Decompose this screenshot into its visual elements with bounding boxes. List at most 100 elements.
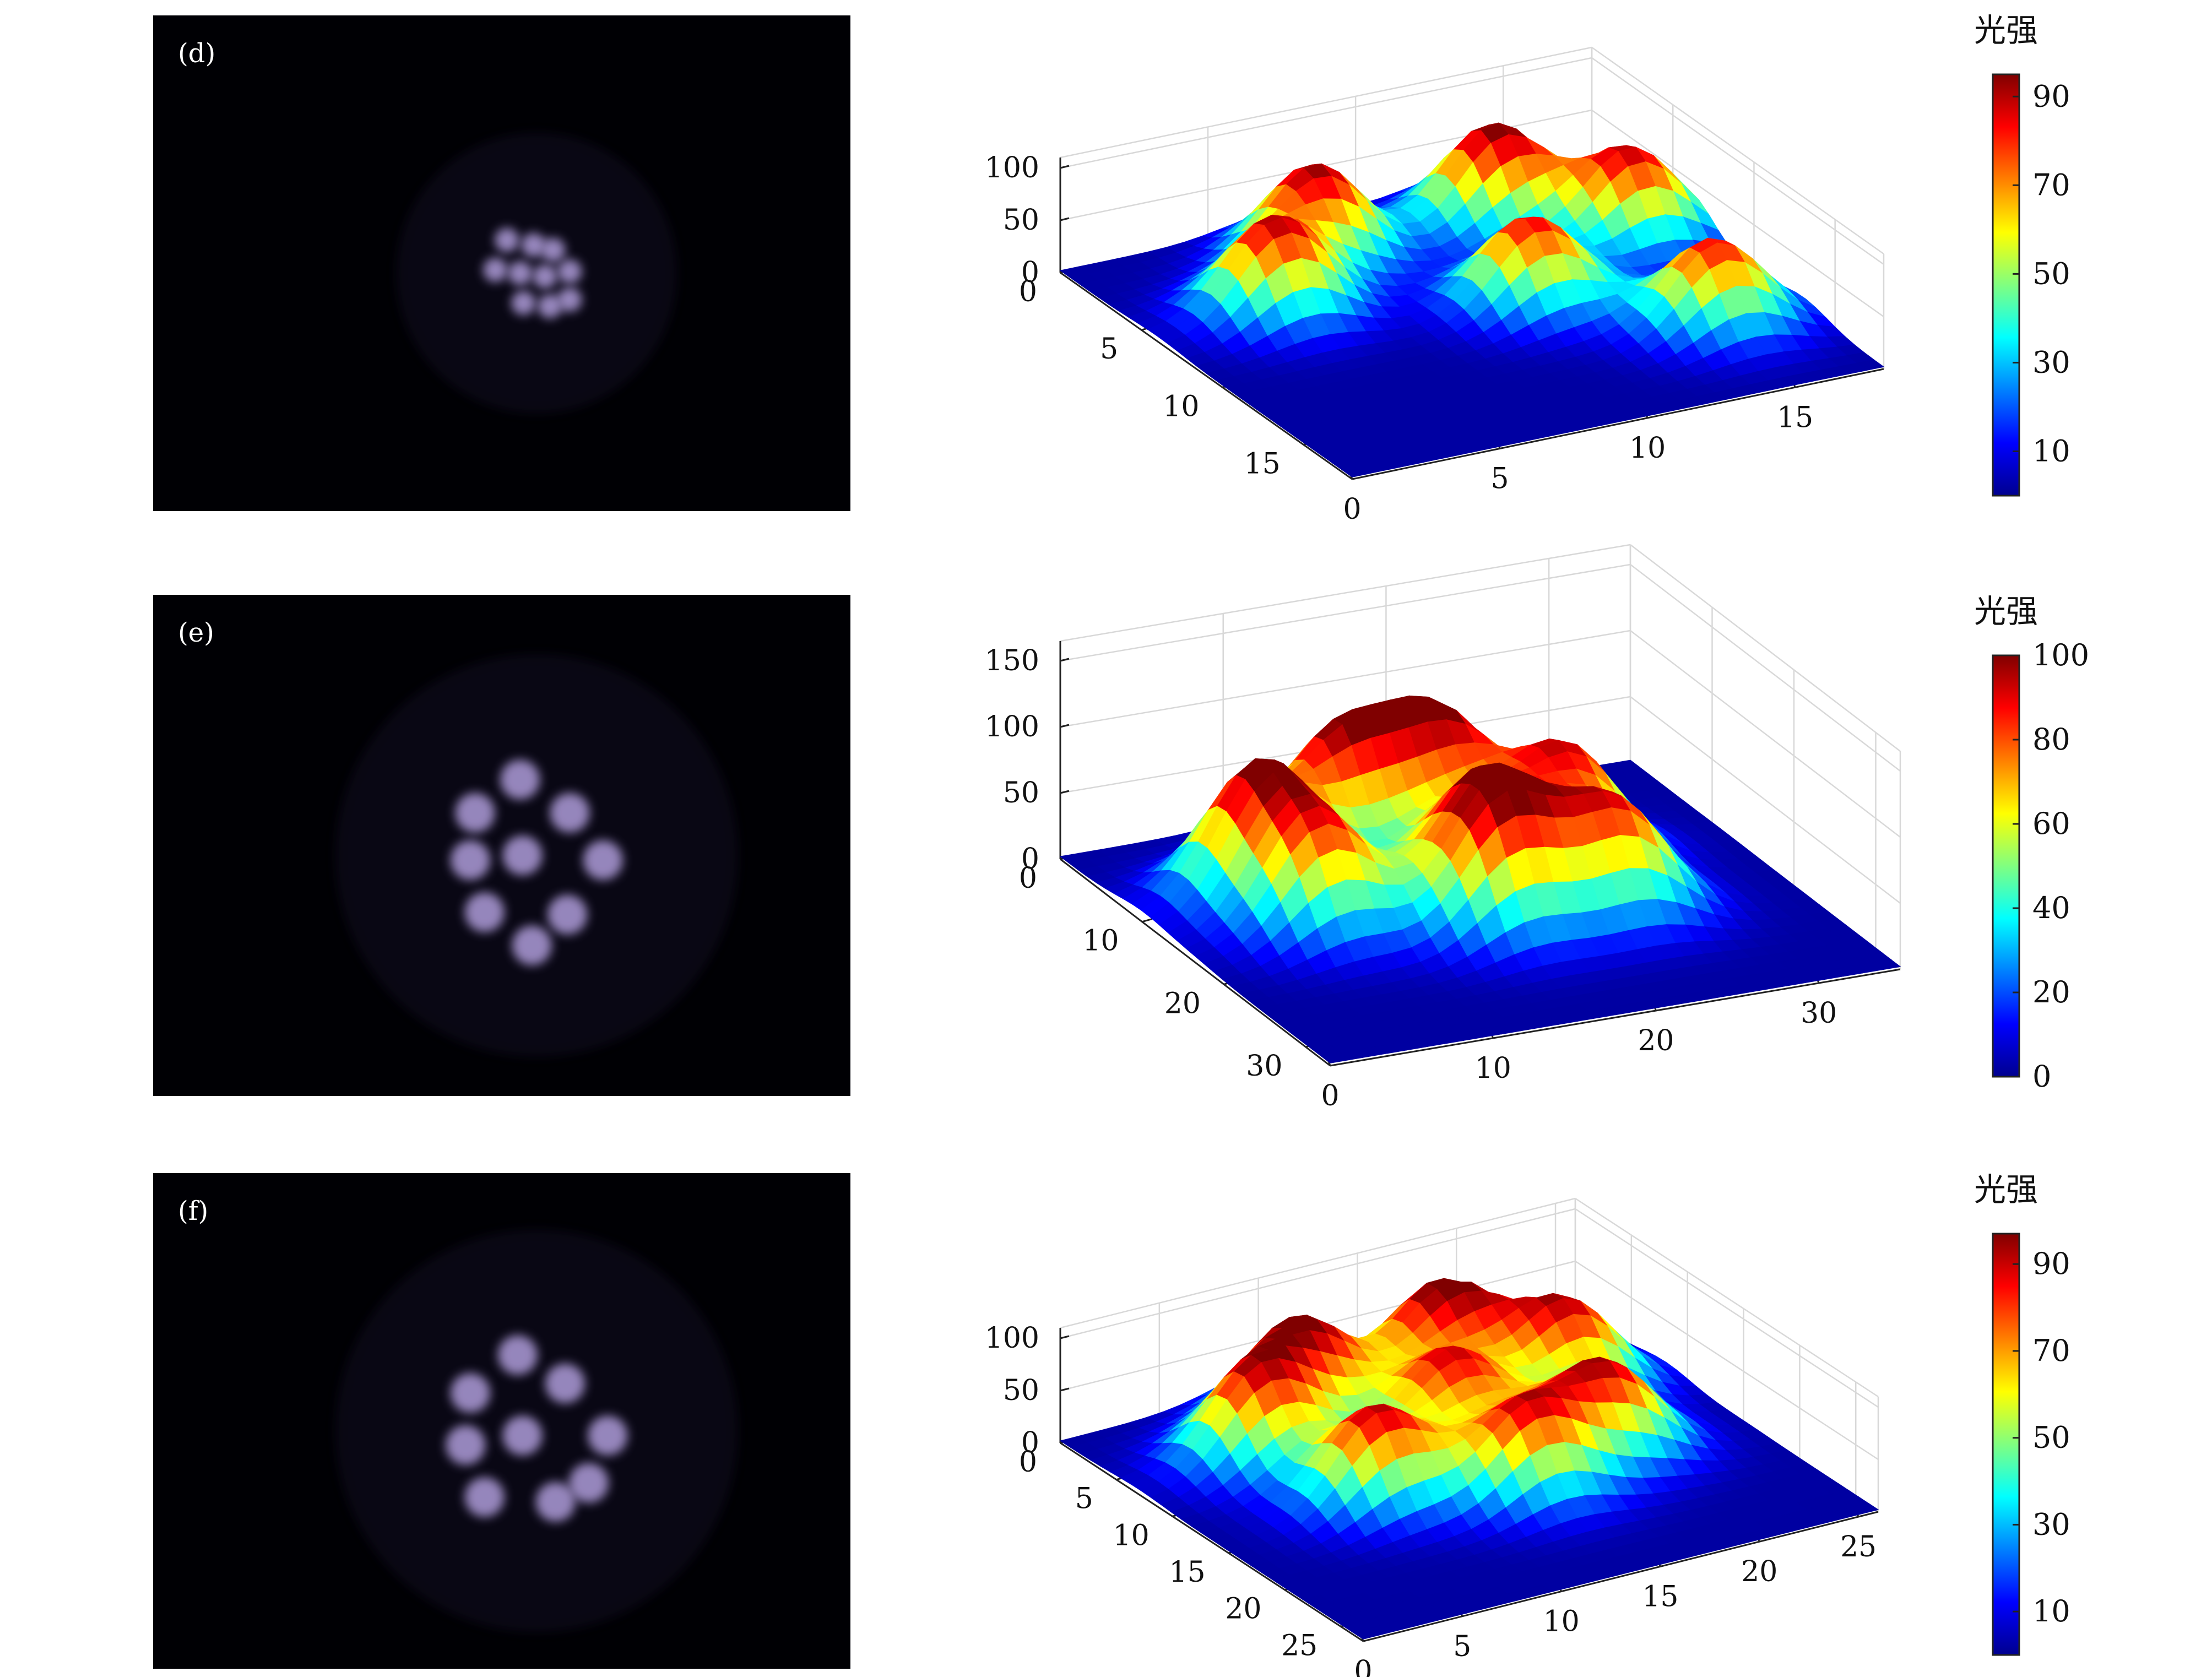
camera-spot <box>583 840 623 880</box>
camera-spot <box>464 892 505 932</box>
camera-spot <box>450 840 490 880</box>
colorbar-tick-label: 20 <box>2032 975 2070 1010</box>
x-axis <box>1330 968 1901 1067</box>
colorbar-tick-label: 50 <box>2032 256 2070 291</box>
x-axis <box>1363 1511 1879 1642</box>
surface <box>1059 695 1901 1063</box>
z-tick-label: 100 <box>985 710 1039 743</box>
camera-spot <box>446 1425 486 1465</box>
back-wall-top-edge <box>1630 544 1901 752</box>
camera-spot <box>533 264 557 289</box>
colorbar-tick-label: 100 <box>2032 638 2089 672</box>
y-axis <box>1060 1442 1364 1642</box>
y-tick-label: 0 <box>1019 862 1037 895</box>
grid-line <box>1060 1208 1576 1339</box>
x-tick-label: 15 <box>1777 401 1813 434</box>
panel-e: (e) 0 50 100 150 0 10 20 30 0 10 20 30 光强 0 20 40 60 80 100 <box>153 544 2089 1112</box>
z-tick-label: 50 <box>1003 777 1039 810</box>
z-tick-label: 0 <box>1021 843 1039 876</box>
z-tick-label: 150 <box>985 644 1039 677</box>
y-tick-label: 5 <box>1075 1483 1093 1516</box>
z-tick <box>1060 1335 1070 1339</box>
z-tick <box>1060 165 1070 169</box>
axes-3d: 0 50 100 150 0 10 20 30 0 10 20 30 <box>985 544 1901 1112</box>
grid-line <box>1575 1260 1879 1461</box>
camera-spot <box>495 228 519 252</box>
panel-label: (e) <box>178 617 214 648</box>
camera-spot <box>500 759 540 800</box>
x-tick-label: 20 <box>1638 1024 1674 1057</box>
z-tick-label: 0 <box>1021 256 1039 289</box>
camera-spot <box>464 1477 505 1517</box>
y-tick-label: 15 <box>1169 1556 1205 1589</box>
colorbar-tick-label: 30 <box>2032 345 2070 379</box>
colorbar-tick-label: 80 <box>2032 722 2070 757</box>
colorbar-tick-label: 50 <box>2032 1420 2070 1455</box>
camera-spot <box>502 835 543 876</box>
y-tick-label: 25 <box>1281 1629 1318 1662</box>
z-tick <box>1060 724 1070 728</box>
camera-spot <box>545 1364 585 1403</box>
colorbar-bar <box>1992 654 2020 1078</box>
camera-spot <box>557 259 582 284</box>
camera-spot <box>483 258 508 282</box>
colorbar-label: 光强 <box>1974 12 2038 49</box>
z-tick <box>1060 658 1070 662</box>
colorbar-tick-label: 30 <box>2032 1507 2070 1542</box>
y-tick-label: 10 <box>1082 925 1119 958</box>
z-tick <box>1060 217 1070 221</box>
surface-cell <box>1352 1627 1381 1640</box>
camera-spot <box>557 287 582 312</box>
camera-spot <box>568 1463 609 1503</box>
colorbar-tick-label: 10 <box>2032 1594 2070 1629</box>
z-tick-label: 0 <box>1021 1426 1039 1459</box>
grid-line <box>1575 1208 1879 1408</box>
surface <box>1059 122 1885 477</box>
camera-spot <box>535 1482 576 1522</box>
colorbar: 光强 10 30 50 70 90 <box>1974 1171 2070 1656</box>
y-tick-label: 20 <box>1225 1593 1261 1626</box>
camera-spot <box>541 238 566 262</box>
surface-cell <box>1320 1052 1350 1063</box>
x-tick-label: 0 <box>1343 493 1361 526</box>
x-tick-label: 0 <box>1354 1655 1372 1677</box>
colorbar-tick-label: 0 <box>2032 1059 2051 1094</box>
colorbar-tick-label: 40 <box>2032 891 2070 925</box>
y-tick-label: 10 <box>1113 1519 1150 1552</box>
z-tick-label: 100 <box>985 1322 1039 1355</box>
grid-line <box>1630 696 1901 904</box>
back-wall-top-edge <box>1060 544 1631 642</box>
y-tick <box>1142 918 1152 923</box>
camera-spot <box>538 294 562 318</box>
panel-label: (d) <box>178 38 215 69</box>
z-tick <box>1060 790 1070 794</box>
grid-line <box>1630 564 1901 772</box>
camera-spot <box>450 1373 490 1413</box>
back-wall-top-edge <box>1575 1197 1879 1398</box>
y-tick-label: 10 <box>1163 390 1199 423</box>
colorbar-label: 光强 <box>1974 1171 2038 1208</box>
y-axis <box>1060 858 1331 1067</box>
y-tick-label: 0 <box>1019 275 1037 308</box>
z-tick <box>1060 1387 1070 1392</box>
grid-line <box>1630 630 1901 838</box>
camera-spot <box>512 925 552 965</box>
grid-line <box>1060 629 1631 728</box>
camera-spot <box>497 1335 538 1375</box>
y-tick-label: 20 <box>1164 987 1201 1020</box>
y-tick-label: 0 <box>1019 1446 1037 1479</box>
colorbar-bar <box>1992 73 2020 497</box>
x-tick-label: 30 <box>1801 997 1837 1030</box>
z-tick-label: 50 <box>1003 1374 1039 1407</box>
x-tick-label: 10 <box>1543 1605 1580 1638</box>
colorbar-tick-label: 60 <box>2032 806 2070 841</box>
camera-spot <box>521 233 546 257</box>
grid-line <box>1060 563 1631 662</box>
colorbar-bar <box>1992 1233 2020 1656</box>
camera-spot <box>550 793 590 833</box>
x-tick-label: 15 <box>1642 1580 1678 1613</box>
x-tick-label: 10 <box>1475 1052 1511 1085</box>
y-tick-label: 5 <box>1100 333 1118 366</box>
colorbar-tick-label: 10 <box>2032 433 2070 468</box>
